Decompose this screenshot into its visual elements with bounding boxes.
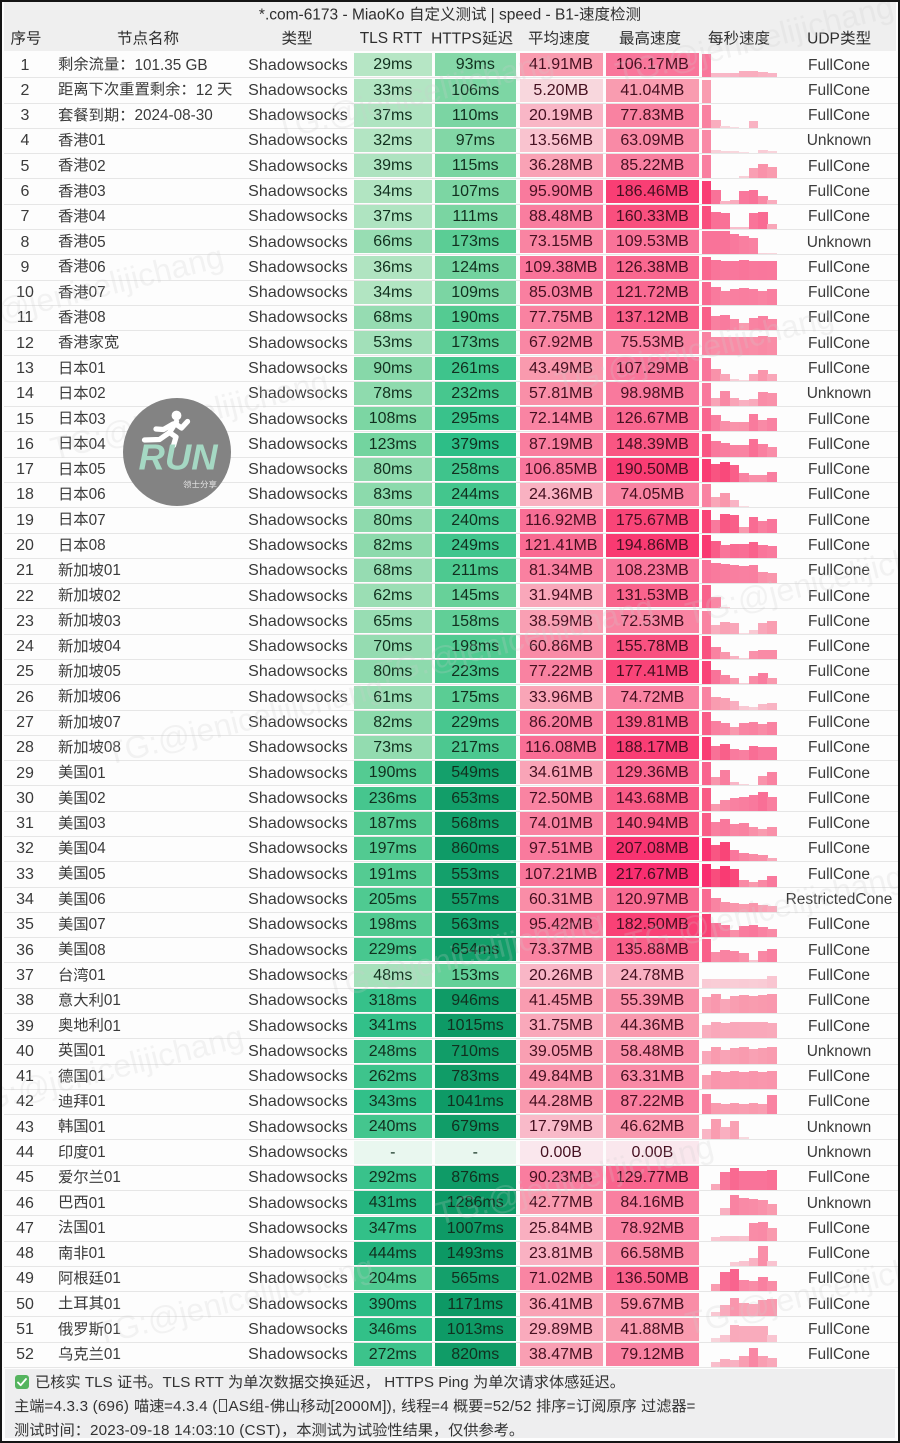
svg-text:RUN: RUN xyxy=(139,437,219,478)
